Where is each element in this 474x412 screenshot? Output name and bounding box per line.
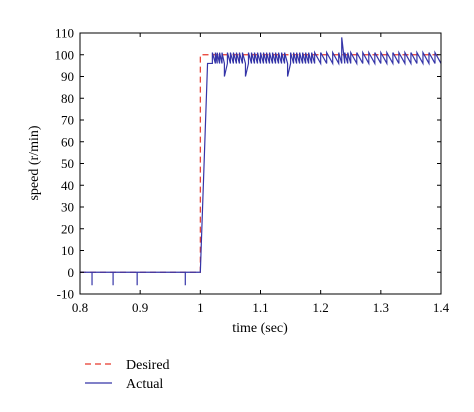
y-tick-label: 60	[61, 134, 74, 149]
x-axis: 0.8 0.9 1 1.1 1.2 1.3 1.4	[72, 33, 450, 315]
x-tick-label: 1	[197, 300, 204, 315]
y-tick-label: 20	[61, 221, 74, 236]
series-layer	[80, 37, 442, 286]
x-tick-label: 0.9	[132, 300, 148, 315]
y-tick-label: 0	[68, 265, 75, 280]
y-axis: -10 0 10 20 30 40 50 60 70 80 90 100 110	[55, 26, 441, 302]
legend-actual-label: Actual	[126, 377, 163, 392]
y-tick-label: 30	[61, 200, 74, 215]
plot-area	[80, 33, 441, 294]
y-tick-label: -10	[57, 287, 74, 302]
x-axis-label: time (sec)	[232, 321, 288, 336]
legend: Desired Actual	[85, 358, 170, 392]
y-tick-label: 40	[61, 178, 74, 193]
x-tick-label: 1.2	[313, 300, 329, 315]
y-tick-label: 100	[55, 47, 75, 62]
y-tick-label: 80	[61, 91, 74, 106]
x-tick-label: 1.1	[252, 300, 268, 315]
y-axis-label: speed (r/min)	[27, 125, 42, 200]
series-line-actual	[80, 37, 442, 286]
y-tick-label: 70	[61, 113, 74, 128]
y-tick-label: 90	[61, 69, 74, 84]
legend-desired-label: Desired	[126, 358, 170, 373]
y-tick-label: 50	[61, 156, 74, 171]
x-tick-label: 1.4	[433, 300, 450, 315]
y-tick-label: 10	[61, 243, 74, 258]
x-tick-label: 1.3	[373, 300, 389, 315]
y-tick-label: 110	[55, 26, 74, 41]
x-tick-label: 0.8	[72, 300, 88, 315]
